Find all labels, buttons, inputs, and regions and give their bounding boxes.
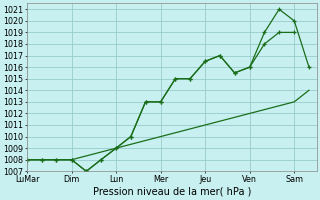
X-axis label: Pression niveau de la mer( hPa ): Pression niveau de la mer( hPa ) [92, 187, 251, 197]
